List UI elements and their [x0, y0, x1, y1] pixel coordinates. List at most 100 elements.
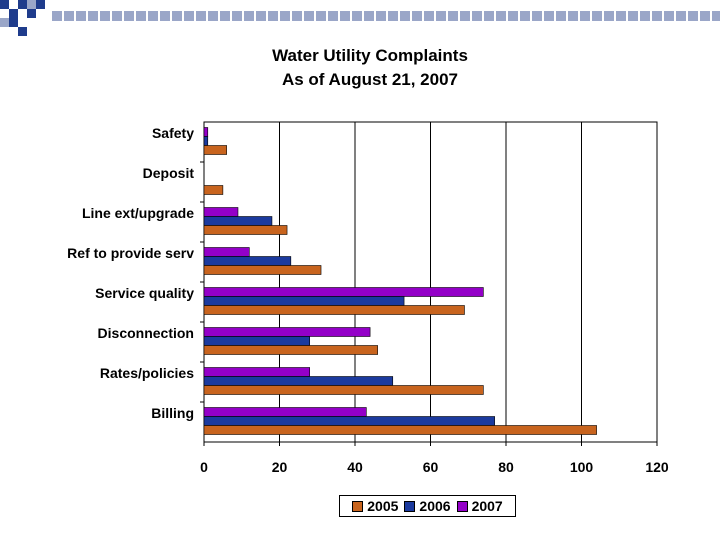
deco-square: [196, 11, 206, 21]
deco-square: [568, 11, 578, 21]
bar-2006: [203, 136, 209, 146]
deco-square: [160, 11, 170, 21]
bar-2005: [203, 145, 227, 155]
bar-2005: [203, 305, 465, 315]
deco-square: [124, 11, 134, 21]
bar-2007: [203, 207, 239, 217]
deco-square: [436, 11, 446, 21]
deco-square: [472, 11, 482, 21]
deco-square: [340, 11, 350, 21]
deco-square: [27, 9, 36, 18]
y-category-label: Line ext/upgrade: [82, 205, 194, 221]
deco-square: [688, 11, 698, 21]
deco-square: [676, 11, 686, 21]
bar-2005: [203, 265, 322, 275]
x-tick-label: 0: [200, 459, 208, 475]
chart-title: Water Utility Complaints: [272, 46, 468, 65]
y-category-label: Billing: [151, 405, 194, 421]
bar-2007: [203, 127, 209, 137]
chart-subtitle: As of August 21, 2007: [281, 70, 459, 89]
deco-square: [628, 11, 638, 21]
deco-square: [364, 11, 374, 21]
deco-square: [64, 11, 74, 21]
legend-swatch-2007: [456, 500, 468, 512]
bar-2006: [203, 216, 273, 226]
deco-square: [52, 11, 62, 21]
deco-square: [520, 11, 530, 21]
bar-2007: [203, 327, 371, 337]
deco-square: [328, 11, 338, 21]
deco-square: [448, 11, 458, 21]
deco-square: [604, 11, 614, 21]
deco-square: [244, 11, 254, 21]
x-tick-label: 120: [645, 459, 669, 475]
x-tick-label: 60: [423, 459, 439, 475]
bar-2006: [203, 416, 495, 426]
deco-square: [460, 11, 470, 21]
deco-square: [280, 11, 290, 21]
deco-square: [352, 11, 362, 21]
x-tick-label: 80: [498, 459, 514, 475]
legend-item-2007: 2007: [456, 498, 503, 514]
legend-label-2005: 2005: [367, 498, 399, 514]
deco-square: [268, 11, 278, 21]
y-category-label: Disconnection: [98, 325, 194, 341]
deco-square: [256, 11, 266, 21]
deco-square: [292, 11, 302, 21]
decorative-header-pattern: [0, 0, 720, 36]
bar-2007: [203, 247, 250, 257]
deco-square: [484, 11, 494, 21]
deco-square: [580, 11, 590, 21]
legend-label-2006: 2006: [419, 498, 451, 514]
deco-square: [376, 11, 386, 21]
bar-2005: [203, 345, 378, 355]
deco-square: [664, 11, 674, 21]
deco-square: [700, 11, 710, 21]
bar-2006: [203, 256, 292, 266]
deco-square: [184, 11, 194, 21]
deco-square: [424, 11, 434, 21]
deco-square: [400, 11, 410, 21]
deco-square: [18, 0, 27, 9]
legend-item-2005: 2005: [352, 498, 398, 514]
deco-square: [316, 11, 326, 21]
y-category-label: Service quality: [95, 285, 194, 301]
deco-square: [412, 11, 422, 21]
bar-2006: [203, 376, 394, 386]
x-tick-label: 40: [347, 459, 363, 475]
bar-2005: [203, 385, 484, 395]
deco-square: [556, 11, 566, 21]
y-category-label: Ref to provide serv: [67, 245, 194, 261]
deco-square: [232, 11, 242, 21]
deco-square: [544, 11, 554, 21]
y-category-label: Rates/policies: [100, 365, 194, 381]
chart-legend: 2005 2006 2007: [339, 495, 516, 517]
y-category-label: Deposit: [143, 165, 195, 181]
deco-square: [304, 11, 314, 21]
deco-square: [616, 11, 626, 21]
deco-square: [36, 0, 45, 9]
deco-square: [388, 11, 398, 21]
deco-square: [100, 11, 110, 21]
deco-square: [208, 11, 218, 21]
y-category-label: Safety: [152, 125, 194, 141]
deco-square: [88, 11, 98, 21]
deco-square: [532, 11, 542, 21]
deco-square: [0, 18, 9, 27]
deco-square: [18, 27, 27, 36]
x-tick-label: 100: [570, 459, 594, 475]
legend-label-2007: 2007: [471, 498, 503, 514]
legend-swatch-2006: [404, 500, 416, 512]
deco-square: [508, 11, 518, 21]
deco-square: [76, 11, 86, 21]
bar-2006: [203, 336, 310, 346]
bar-2005: [203, 225, 288, 235]
bar-2005: [203, 185, 224, 195]
bar-2007: [203, 367, 310, 377]
deco-square: [652, 11, 662, 21]
bar-2007: [203, 287, 484, 297]
deco-square: [220, 11, 230, 21]
deco-square: [172, 11, 182, 21]
x-tick-label: 20: [272, 459, 288, 475]
